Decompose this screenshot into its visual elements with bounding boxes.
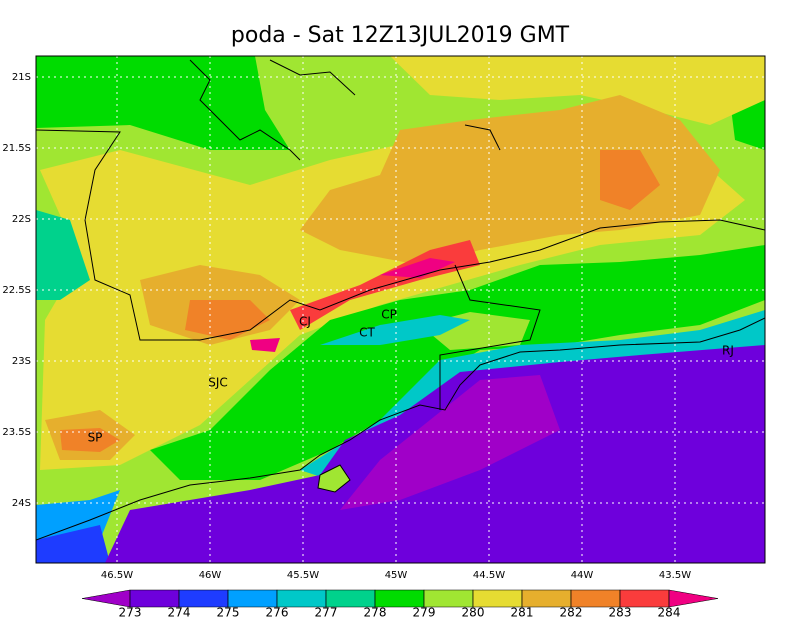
state-border <box>36 129 765 341</box>
lon-label: 46W <box>199 570 222 581</box>
colorbar-box <box>374 589 425 608</box>
coastline <box>36 317 765 541</box>
island <box>317 464 351 493</box>
lat-label: 22.5S <box>2 285 31 296</box>
lon-label: 45W <box>385 570 408 581</box>
lon-label: 43.5W <box>659 570 691 581</box>
field-patch <box>36 210 90 300</box>
river <box>464 124 501 151</box>
colorbar-label: 279 <box>413 606 436 618</box>
lat-label: 23S <box>12 356 31 367</box>
field-patch <box>250 338 280 352</box>
ocean-plume <box>340 375 560 510</box>
labels: 21S 21.5S 22S 22.5S 23S 23.5S 24S 46.5W 46W 45.5W… <box>2 72 734 581</box>
colorbar-label: 275 <box>217 606 240 618</box>
field-patch <box>60 428 120 452</box>
lon-label: 44.5W <box>473 570 505 581</box>
place-label: CP <box>381 308 397 322</box>
colorbar-label: 283 <box>609 606 632 618</box>
field <box>36 56 765 563</box>
lat-label: 22S <box>12 214 31 225</box>
colorbar-label: 282 <box>560 606 583 618</box>
colorbar-label: 284 <box>658 606 681 618</box>
colorbar-box <box>227 589 278 608</box>
colorbar-box <box>129 589 180 608</box>
colorbar-box <box>178 589 229 608</box>
colorbar: 273 274 275 276 277 278 279 280 281 282 283 284 <box>81 589 719 618</box>
colorbar-end <box>81 589 131 608</box>
field-patch <box>380 258 455 278</box>
colorbar-box <box>276 589 327 608</box>
place-label: SP <box>88 431 103 445</box>
colorbar-label: 276 <box>266 606 289 618</box>
lon-label: 46.5W <box>101 570 133 581</box>
colorbar-label: 277 <box>315 606 338 618</box>
colorbar-box <box>472 589 523 608</box>
lat-label: 21.5S <box>2 143 31 154</box>
river <box>269 59 356 96</box>
lat-label: 21S <box>12 72 31 83</box>
colorbar-label: 273 <box>119 606 142 618</box>
colorbar-box <box>570 589 621 608</box>
colorbar-box <box>423 589 474 608</box>
place-label: RJ <box>722 344 734 358</box>
field-patch <box>300 310 765 480</box>
colorbar-box <box>619 589 670 608</box>
title: poda - Sat 12Z13JUL2019 GMT <box>231 23 570 48</box>
lon-label: 45.5W <box>287 570 319 581</box>
field-patch <box>320 315 470 345</box>
colorbar-box <box>325 589 376 608</box>
lat-label: 24S <box>12 498 31 509</box>
place-label: CT <box>359 326 375 340</box>
plot-frame <box>35 55 766 564</box>
colorbar-box <box>521 589 572 608</box>
lat-label: 23.5S <box>2 427 31 438</box>
state-border <box>439 264 541 410</box>
colorbar-label: 278 <box>364 606 387 618</box>
place-label: CJ <box>299 315 311 329</box>
lon-label: 44W <box>571 570 594 581</box>
colorbar-label: 274 <box>168 606 191 618</box>
field-patch <box>600 150 660 210</box>
field-patch <box>36 525 110 563</box>
grid <box>36 56 765 563</box>
river <box>189 59 301 161</box>
colorbar-end <box>668 589 719 608</box>
field-patch <box>300 95 720 265</box>
field-patch <box>390 56 765 125</box>
place-label: SJC <box>208 376 228 390</box>
colorbar-label: 280 <box>462 606 485 618</box>
colorbar-label: 281 <box>511 606 534 618</box>
